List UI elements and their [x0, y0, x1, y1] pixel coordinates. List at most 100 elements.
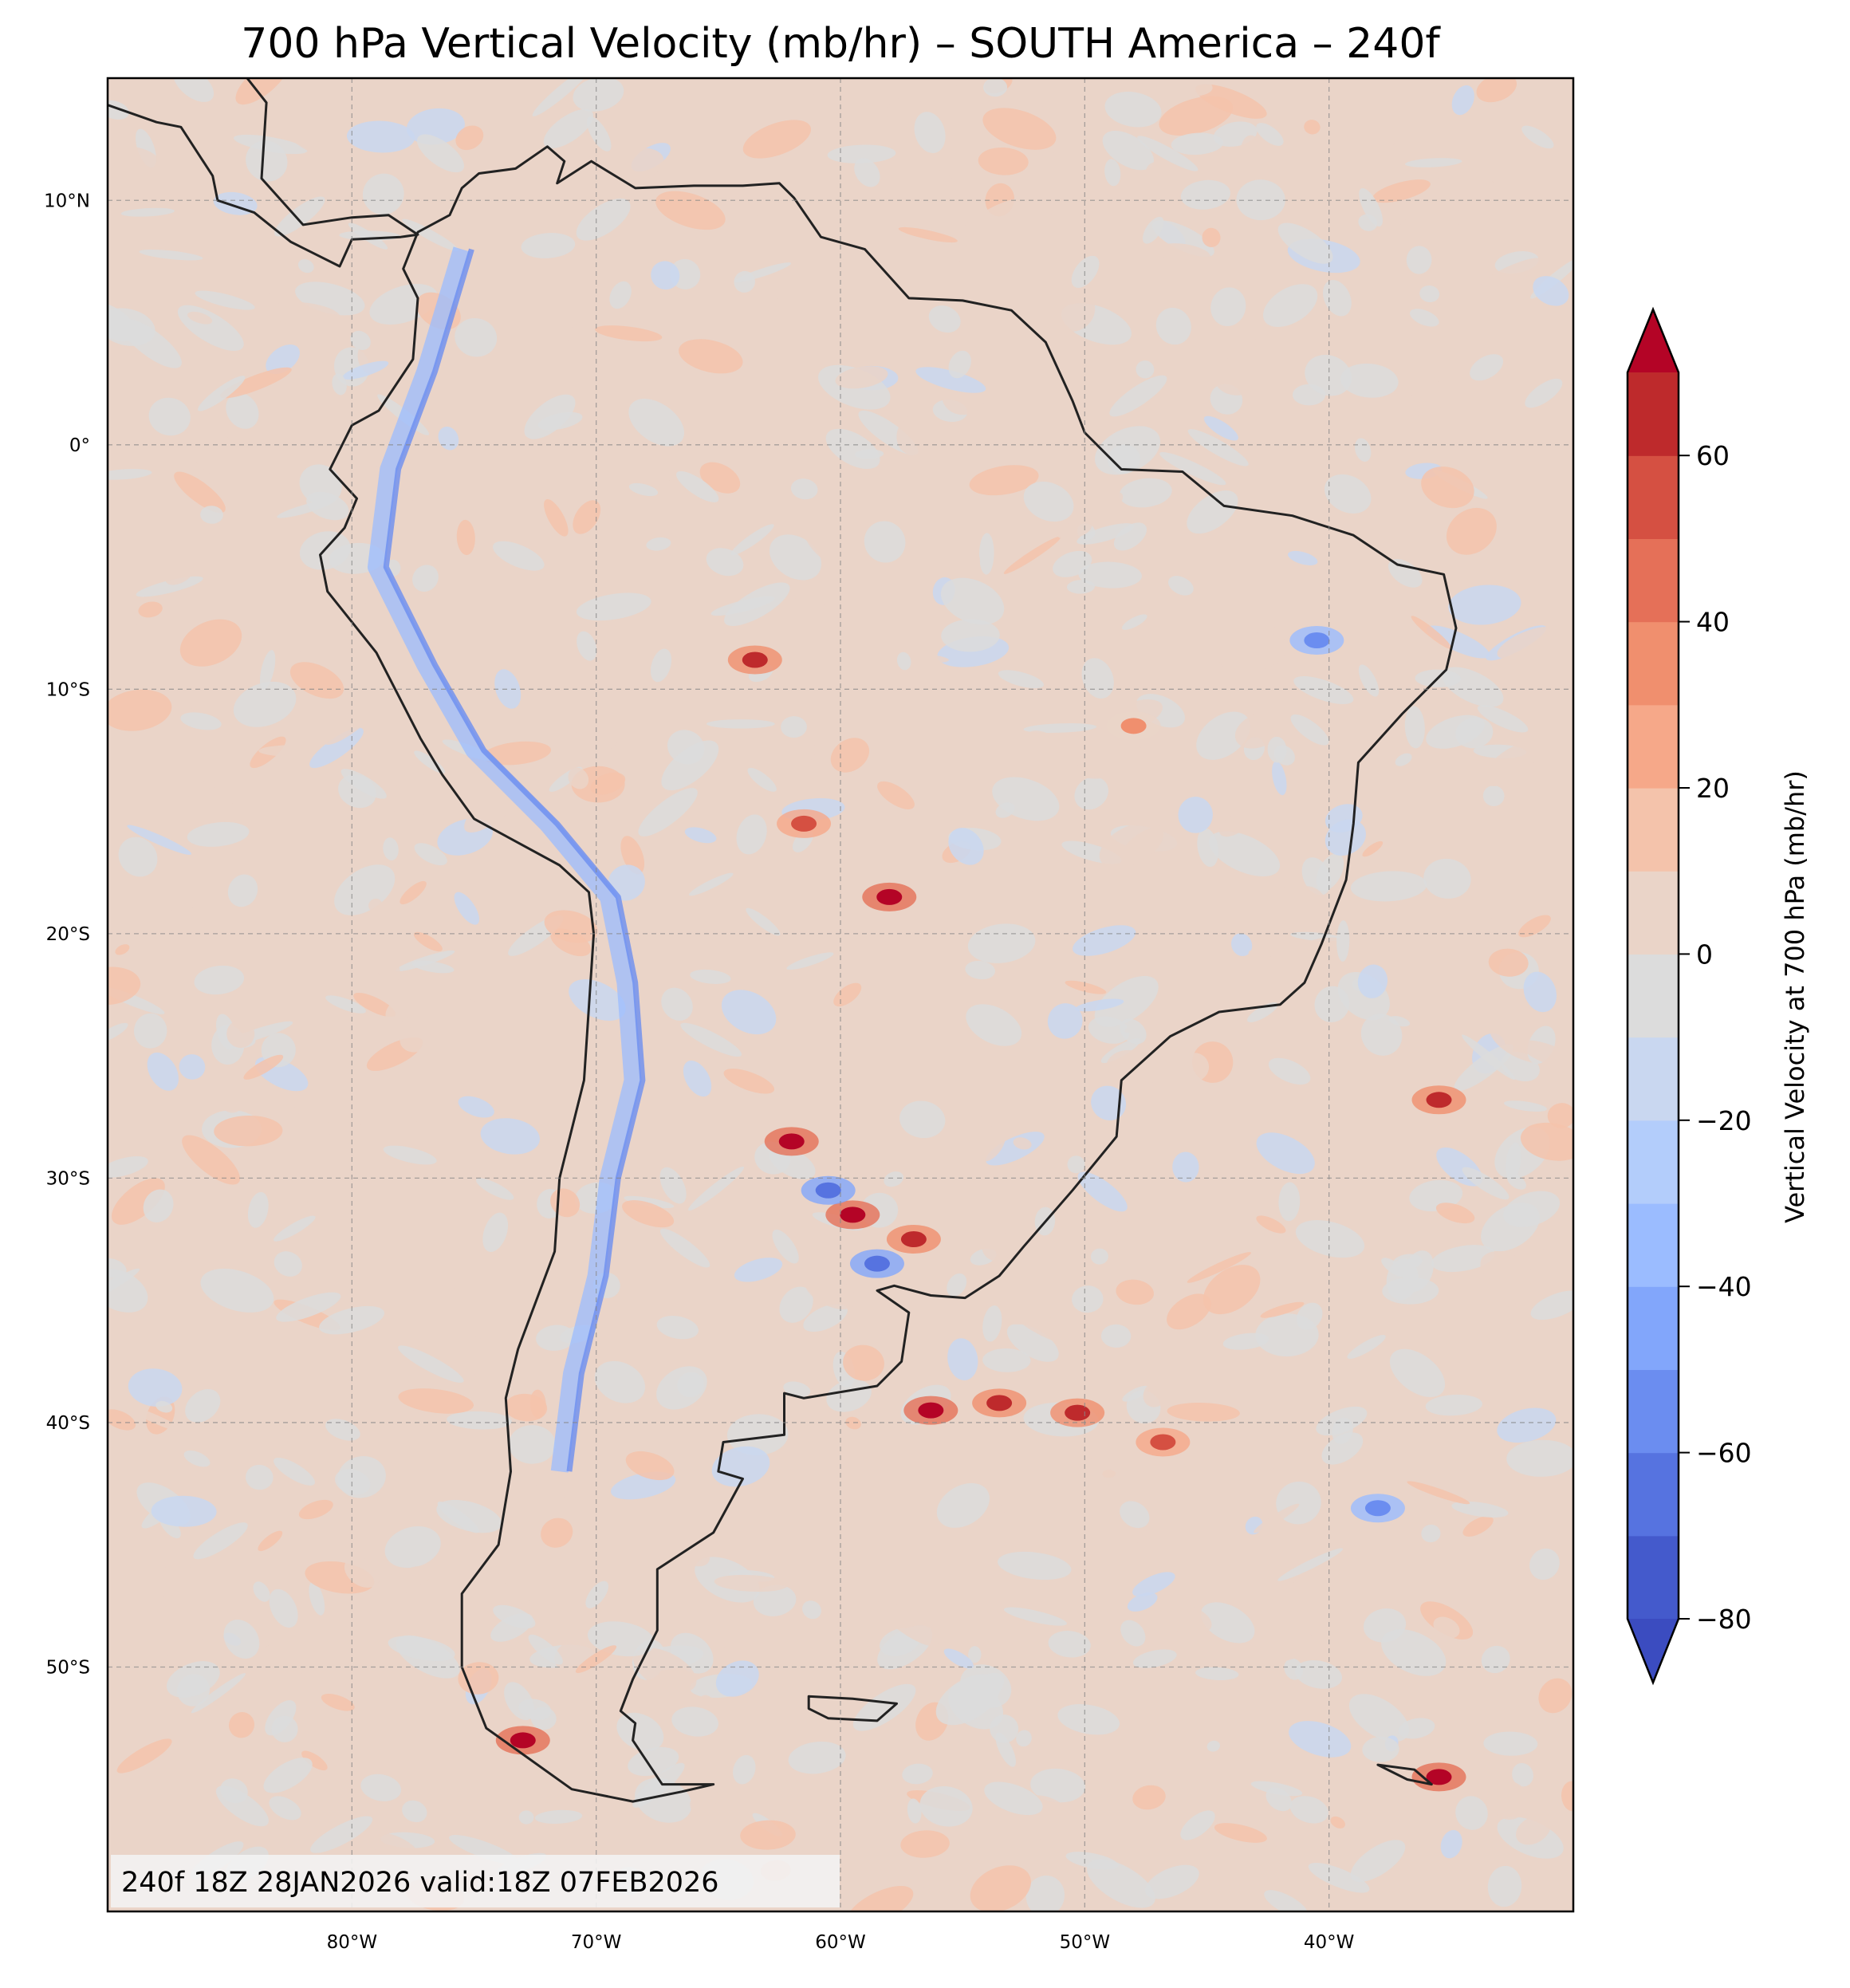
field-cell [786, 952, 834, 970]
field-cell [1087, 1518, 1109, 1533]
field-cell [594, 1360, 646, 1403]
field-cell [984, 1781, 1043, 1816]
field-cell [1100, 1324, 1132, 1348]
colorbar-band [1628, 1452, 1679, 1537]
field-cell [1465, 1328, 1491, 1356]
field-cell [628, 482, 659, 497]
field-cell [1520, 1040, 1573, 1069]
field-cell [940, 577, 1005, 625]
field-cell [804, 1273, 856, 1309]
field-cell [1001, 1504, 1061, 1555]
field-cell [1405, 158, 1462, 167]
field-cell [518, 1810, 534, 1825]
field-cell [166, 1661, 220, 1698]
field-cell [836, 856, 906, 891]
field-cell [566, 315, 616, 345]
field-cell [1030, 619, 1105, 655]
field-cell [166, 725, 189, 746]
andes-subsidence-core [383, 248, 646, 1472]
field-cell [828, 1227, 849, 1264]
field-cell [1108, 491, 1124, 506]
notable-cell [1426, 1092, 1452, 1108]
field-cell [1533, 276, 1569, 306]
field-cell [1481, 1645, 1510, 1674]
field-cell [1008, 421, 1029, 447]
field-cell [223, 1620, 260, 1659]
notable-cell [1426, 1769, 1452, 1785]
field-cell [1104, 159, 1121, 187]
field-cell [628, 1746, 679, 1777]
field-cell [1026, 862, 1072, 893]
field-cell [133, 1013, 167, 1049]
notable-cell [876, 888, 903, 905]
field-cell [173, 78, 215, 102]
field-cell [143, 1189, 174, 1222]
field-cell [1521, 125, 1554, 149]
field-cell [586, 116, 612, 152]
field-cell [1099, 821, 1164, 868]
field-cell [1398, 1718, 1435, 1739]
colorbar-tick-label: 60 [1696, 440, 1730, 471]
field-cell [969, 465, 1039, 496]
field-cell [1065, 980, 1107, 994]
field-cell [982, 1305, 1002, 1342]
field-cell [1132, 1649, 1177, 1668]
field-cell [455, 317, 498, 357]
field-cell [840, 896, 858, 915]
field-cell [1137, 136, 1199, 171]
field-cell [233, 681, 297, 727]
field-cell [124, 636, 165, 664]
andes-subsidence-band [367, 246, 642, 1473]
field-cell [736, 814, 767, 855]
y-tick-label: 0° [69, 435, 90, 456]
field-cell [794, 459, 806, 470]
field-cell [982, 108, 1057, 150]
field-cell [456, 519, 475, 556]
colorbar-band [1628, 1203, 1679, 1287]
field-cell [941, 619, 1000, 652]
field-cell [1039, 152, 1061, 175]
field-cell [388, 783, 431, 818]
field-cell [976, 1124, 1006, 1162]
field-cell [1048, 1631, 1091, 1658]
field-cell [1132, 1785, 1166, 1810]
field-cell [724, 582, 790, 626]
field-cell [253, 1637, 313, 1685]
field-cell [1455, 1796, 1488, 1830]
field-cell [183, 778, 238, 822]
field-cell [235, 78, 289, 105]
field-cell [1451, 438, 1521, 463]
field-cell [459, 1297, 507, 1340]
field-cell [1327, 1277, 1340, 1296]
field-cell [1448, 585, 1521, 625]
field-cell [482, 741, 551, 766]
field-cell [1218, 632, 1288, 673]
field-cell [900, 1830, 950, 1858]
field-cell [1239, 135, 1263, 178]
field-cell [1099, 897, 1157, 906]
field-cell [1156, 243, 1210, 263]
field-cell [607, 148, 664, 183]
field-cell [1433, 1616, 1460, 1639]
field-cell [616, 1712, 664, 1751]
field-cell [1480, 1251, 1533, 1290]
field-cell [1411, 616, 1452, 649]
y-tick-label: 10°N [44, 191, 90, 211]
field-cell [357, 451, 379, 472]
field-cell [411, 960, 455, 974]
field-cell [1232, 875, 1293, 900]
field-cell [1305, 354, 1352, 396]
field-cell [157, 1620, 205, 1656]
field-cell [151, 1495, 217, 1527]
field-cell [1421, 466, 1474, 509]
field-cell [1294, 1693, 1356, 1714]
field-cell [1256, 123, 1284, 146]
field-cell [1195, 84, 1267, 119]
field-cell [1544, 366, 1573, 406]
map-axes: 80°W 70°W 60°W 50°W 40°W 10°N 0° 10°S 20°S 30°S 40… [44, 77, 1575, 1953]
field-cell [493, 541, 545, 571]
field-cell [1325, 819, 1366, 856]
field-cell [310, 1816, 373, 1853]
y-tick-label: 20°S [46, 924, 90, 945]
x-tick-label: 70°W [571, 1932, 622, 1953]
